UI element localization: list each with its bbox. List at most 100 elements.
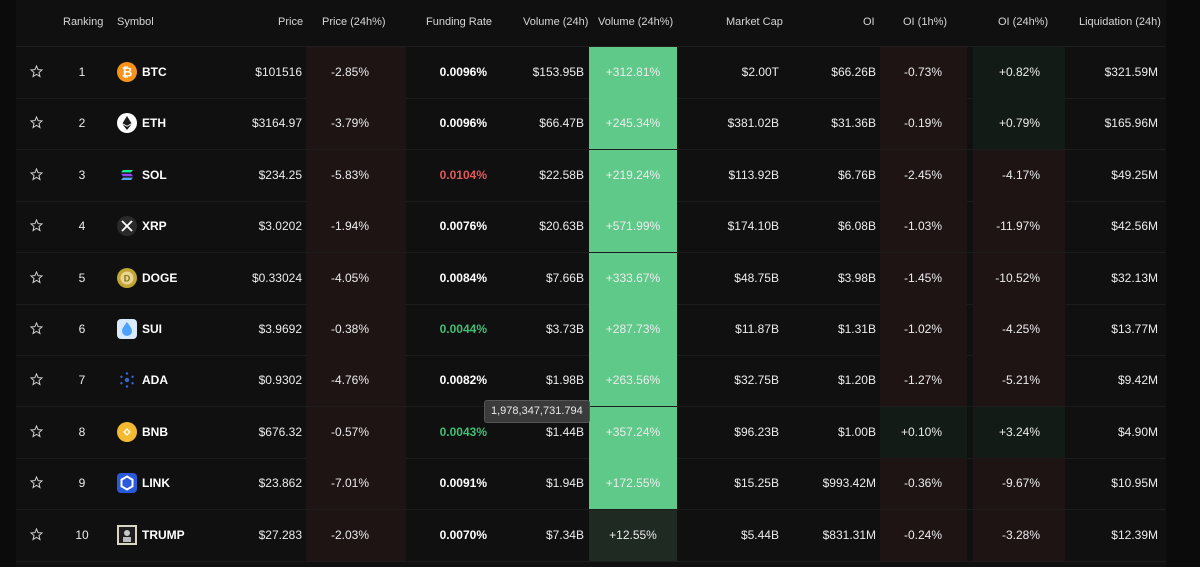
oi-change-1h: -1.03% (903, 219, 942, 234)
rank: 5 (78, 270, 86, 285)
coin-symbol[interactable]: XRP (142, 219, 167, 234)
table-row[interactable]: 2 ETH $3164.97 -3.79% 0.0096% $66.47B +245.34%… (16, 98, 1166, 151)
table-row[interactable]: 8 BNB $676.32 -0.57% 0.0043% $1.44B +357.24% $9… (16, 406, 1166, 459)
favorite-star-icon[interactable] (29, 116, 44, 129)
rank: 1 (78, 65, 86, 79)
header-ranking[interactable]: Ranking (63, 16, 104, 28)
favorite-star-icon[interactable] (29, 424, 44, 438)
coin-symbol[interactable]: BNB (142, 424, 168, 439)
coin-symbol[interactable]: LINK (142, 476, 170, 491)
volume-change-24h: +357.24% (605, 424, 661, 439)
volume-change-24h: +245.34% (605, 116, 661, 131)
price-change-bg (306, 304, 406, 355)
favorite-star-icon[interactable] (29, 373, 44, 386)
liquidation-24h: $10.95M (1111, 476, 1158, 491)
table-row[interactable]: 9 LINK $23.862 -7.01% 0.0091% $1.94B +172.55% $… (16, 458, 1166, 511)
price-change-24h: -0.57% (330, 424, 369, 439)
volume-change-24h: +287.73% (605, 322, 661, 336)
price-change-bg (306, 458, 406, 510)
funding-rate: 0.0104% (439, 167, 487, 182)
header-oi[interactable]: OI (863, 16, 875, 28)
open-interest: $993.42M (822, 476, 876, 491)
funding-rate: 0.0082% (439, 373, 487, 388)
liquidation-24h: $9.42M (1117, 373, 1158, 388)
rank: 6 (78, 322, 86, 336)
table-row[interactable]: 1 ₿ BTC $101516 -2.85% 0.0096% $153.95B +312.81… (16, 47, 1166, 99)
table-row[interactable]: 7 ADA $0.9302 -4.76% 0.0082% $1.98B +263.56% $3… (16, 355, 1166, 408)
favorite-star-icon[interactable] (29, 270, 44, 284)
header-oi-24h[interactable]: OI (24h%) (998, 16, 1049, 28)
open-interest: $6.08B (837, 219, 876, 234)
market-table: Ranking Symbol Price Price (24h%) Fundin… (16, 0, 1166, 567)
header-oi-1h[interactable]: OI (1h%) (903, 16, 948, 28)
table-header: Ranking Symbol Price Price (24h%) Fundin… (16, 0, 1166, 47)
liquidation-24h: $321.59M (1104, 65, 1158, 79)
header-symbol[interactable]: Symbol (117, 16, 154, 28)
oi-24h-bg (973, 252, 1065, 304)
oi-1h-bg (880, 47, 967, 98)
volume-change-bg (589, 149, 677, 201)
header-volume-24h-pct[interactable]: Volume (24h%) (598, 16, 674, 28)
funding-rate: 0.0084% (439, 270, 487, 285)
oi-24h-bg (973, 201, 1065, 253)
btc-icon: ₿ (117, 62, 137, 82)
favorite-star-icon[interactable] (29, 218, 44, 232)
coin-symbol[interactable]: SOL (142, 167, 167, 182)
volume-change-bg (589, 406, 677, 458)
header-volume-24h[interactable]: Volume (24h) (523, 16, 589, 28)
coin-symbol[interactable]: BTC (142, 65, 167, 79)
liquidation-24h: $49.25M (1111, 167, 1158, 182)
price-change-24h: -3.79% (330, 116, 369, 131)
rank: 8 (78, 424, 86, 439)
liquidation-24h: $165.96M (1104, 116, 1158, 131)
coin-symbol[interactable]: TRUMP (142, 527, 185, 542)
table-row[interactable]: 5 D DOGE $0.33024 -4.05% 0.0084% $7.66B +333.67… (16, 252, 1166, 305)
liquidation-24h: $42.56M (1111, 219, 1158, 234)
table-row[interactable]: 3 SOL $234.25 -5.83% 0.0104% $22.58B +219.24% $… (16, 149, 1166, 202)
price-change-bg (306, 98, 406, 150)
price-change-bg (306, 509, 406, 561)
oi-change-1h: -1.45% (903, 270, 942, 285)
favorite-star-icon[interactable] (29, 64, 44, 78)
header-funding-rate[interactable]: Funding Rate (426, 16, 493, 28)
price-change-bg (306, 355, 406, 407)
header-price[interactable]: Price (278, 16, 304, 28)
price-change-24h: -1.94% (330, 219, 369, 234)
price-change-24h: -7.01% (330, 476, 369, 491)
favorite-star-icon[interactable] (29, 321, 44, 335)
table-row[interactable]: 4 XRP $3.0202 -1.94% 0.0076% $20.63B +571.99% $… (16, 201, 1166, 254)
oi-1h-bg (880, 252, 967, 304)
market-cap: $11.87B (735, 322, 779, 336)
oi-1h-bg (880, 509, 967, 561)
volume-change-bg (589, 98, 677, 150)
coin-symbol[interactable]: ADA (142, 373, 168, 388)
doge-icon: D (117, 267, 137, 288)
volume-change-bg (589, 355, 677, 407)
rank: 7 (78, 373, 86, 388)
open-interest: $1.31B (837, 322, 876, 336)
header-liquidation-24h[interactable]: Liquidation (24h) (1079, 16, 1161, 28)
table-row[interactable]: 10 TRUMP $27.283 -2.03% 0.0070% $7.34B +12.55%… (16, 509, 1166, 562)
favorite-star-icon[interactable] (29, 167, 44, 181)
price-change-bg (306, 406, 406, 458)
volume-change-bg (589, 509, 677, 561)
funding-rate: 0.0096% (439, 116, 487, 131)
funding-rate: 0.0076% (439, 219, 487, 234)
header-market-cap[interactable]: Market Cap (726, 16, 783, 28)
favorite-star-icon[interactable] (29, 475, 44, 489)
oi-1h-bg (880, 458, 967, 510)
table-row[interactable]: 6 SUI $3.9692 -0.38% 0.0044% $3.73B +287.73% $1… (16, 304, 1166, 356)
price-change-24h: -5.83% (330, 167, 369, 182)
favorite-star-icon[interactable] (29, 527, 44, 541)
ada-icon (117, 370, 137, 391)
header-price-24h[interactable]: Price (24h%) (322, 16, 386, 28)
funding-rate: 0.0044% (439, 322, 487, 336)
coin-symbol[interactable]: DOGE (142, 270, 178, 285)
volume-change-24h: +219.24% (605, 167, 661, 182)
oi-24h-bg (973, 509, 1065, 561)
oi-change-1h: -0.36% (903, 476, 942, 491)
oi-1h-bg (880, 98, 967, 150)
price: $101516 (255, 65, 302, 79)
coin-symbol[interactable]: ETH (142, 116, 166, 131)
coin-symbol[interactable]: SUI (142, 322, 163, 336)
